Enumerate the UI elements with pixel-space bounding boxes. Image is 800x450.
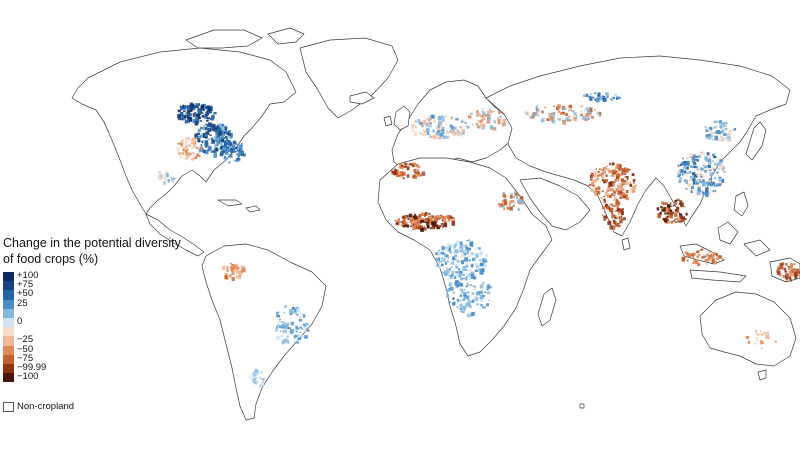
legend-tick-label: −99.99 <box>17 361 47 373</box>
legend-swatch <box>3 345 14 355</box>
legend-swatch <box>3 363 14 374</box>
legend-swatch <box>3 308 14 318</box>
legend-title: Change in the potential diversity of foo… <box>3 236 181 266</box>
noncropland-swatch <box>3 402 14 412</box>
legend-tick-label: +75 <box>17 279 34 291</box>
legend-swatch <box>3 336 14 346</box>
legend-tick-label: +50 <box>17 288 34 300</box>
legend-swatch <box>3 354 14 364</box>
legend-swatch <box>3 373 14 383</box>
legend-swatch <box>3 299 14 309</box>
legend-tick-label: 25 <box>17 297 28 309</box>
legend-swatch <box>3 290 14 300</box>
legend-swatch <box>3 272 14 282</box>
legend-tick-label: −75 <box>17 352 34 364</box>
legend-tick-label: +100 <box>17 270 39 281</box>
legend-swatch <box>3 281 14 291</box>
legend-swatch <box>3 317 14 328</box>
legend-tick-label: −100 <box>17 371 39 383</box>
legend-tick-label: −25 <box>17 334 34 346</box>
crop-diversity-change-overlay <box>157 92 800 387</box>
legend-tick-label: −50 <box>17 343 34 355</box>
legend-tick-label: 0 <box>17 315 23 327</box>
noncropland-label: Non-cropland <box>17 401 75 412</box>
legend-swatch <box>3 327 14 337</box>
